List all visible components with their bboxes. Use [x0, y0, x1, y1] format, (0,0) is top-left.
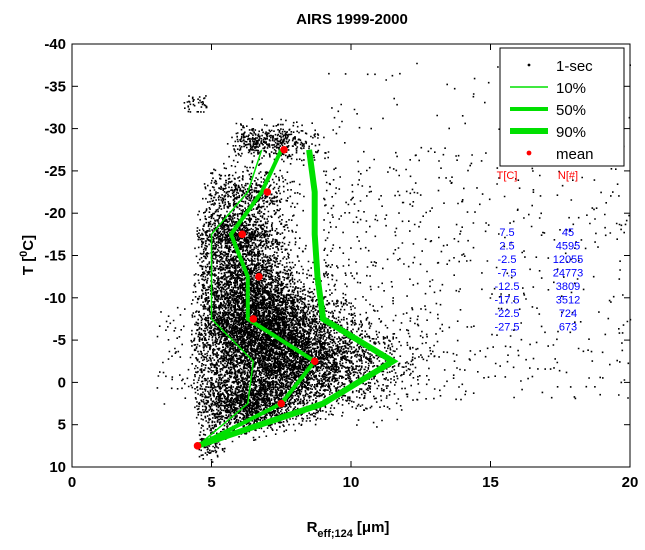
legend-label: 1-sec — [556, 58, 593, 75]
legend: 1-sec 10% 50% 90% mean — [499, 47, 625, 167]
x-tick-label: 15 — [482, 474, 499, 491]
table-cell-temperature: -12.5 — [494, 281, 519, 293]
table-header-temperature: T[C] — [497, 170, 518, 182]
y-tick-label: -25 — [44, 163, 66, 180]
table-cell-temperature: -27.5 — [494, 322, 519, 334]
mean-point — [255, 272, 263, 281]
x-axis-label-main: R — [307, 519, 318, 536]
table-cell-count: 673 — [559, 322, 577, 334]
y-tick-label: -20 — [44, 205, 66, 222]
table-cell-count: 24773 — [553, 268, 584, 280]
mean-point — [310, 357, 319, 366]
scatter-dots-1-sec — [156, 53, 632, 463]
x-tick-label: 5 — [207, 474, 215, 491]
mean-point — [280, 145, 288, 154]
x-tick-label: 10 — [343, 474, 360, 491]
y-tick-label: -35 — [44, 78, 66, 95]
table-cell-temperature: -7.5 — [498, 268, 517, 280]
table-cell-count: 724 — [559, 308, 577, 320]
mean-point — [193, 442, 202, 450]
x-tick-label: 20 — [622, 474, 639, 491]
x-tick-label: 0 — [68, 474, 76, 491]
table-cell-temperature: 2.5 — [499, 241, 514, 253]
y-axis-label-end: C] — [20, 235, 37, 251]
legend-item: 50% — [510, 102, 586, 119]
mean-point — [238, 230, 246, 239]
legend-item: 10% — [510, 80, 586, 97]
legend-dot-swatch — [527, 63, 531, 67]
x-axis-label-unit: [μm] — [357, 519, 390, 536]
line-series-90pct — [196, 149, 399, 449]
table-cell-temperature: 7.5 — [499, 227, 514, 239]
x-axis-label: Reff;124 [μm] — [307, 519, 390, 540]
table-cell-temperature: -2.5 — [498, 254, 517, 266]
y-tick-label: -5 — [53, 332, 66, 349]
mean-point — [249, 315, 258, 323]
x-axis-label-subscript: eff;124 — [317, 528, 353, 540]
legend-dot-swatch — [526, 150, 532, 156]
y-tick-label: 10 — [49, 459, 66, 476]
line-series-10pct — [197, 149, 263, 447]
count-table: T[C] N[#] 7.5 45 2.5 4595 -2.5 12055 -7.5 24773 -1… — [494, 170, 583, 334]
y-tick-label: -30 — [44, 121, 66, 138]
y-tick-label: -40 — [44, 36, 66, 53]
table-cell-count: 3809 — [556, 281, 580, 293]
table-cell-count: 45 — [562, 227, 574, 239]
table-cell-temperature: -17.5 — [494, 295, 519, 307]
axis-ticks: 0 5 10 15 20 -40 -35 -30 -25 -20 -15 -10 -5 0 5 10 — [44, 36, 638, 491]
y-tick-label: 5 — [58, 417, 66, 434]
mean-points — [193, 145, 319, 450]
legend-item: 90% — [510, 124, 586, 141]
legend-item: 1-sec — [527, 58, 593, 75]
y-axis-label-main: T [ — [20, 257, 37, 275]
legend-item: mean — [526, 146, 594, 163]
table-cell-count: 12055 — [553, 254, 584, 266]
percentile-lines — [196, 148, 399, 449]
y-axis-label-superscript: 0 — [18, 251, 30, 257]
legend-label: 50% — [556, 102, 586, 119]
y-axis-label: T [0C] — [18, 235, 37, 275]
y-tick-label: -15 — [44, 248, 66, 265]
table-cell-count: 3512 — [556, 295, 580, 307]
mean-point — [263, 188, 272, 196]
legend-label: mean — [556, 146, 594, 163]
legend-label: 10% — [556, 80, 586, 97]
line-series-50pct — [196, 148, 318, 448]
table-cell-count: 4595 — [556, 241, 580, 253]
legend-label: 90% — [556, 124, 586, 141]
table-header-count: N[#] — [558, 170, 578, 182]
mean-point — [277, 399, 286, 408]
chart-title: AIRS 1999-2000 — [296, 11, 408, 28]
scatter-points-1-sec — [156, 53, 632, 463]
table-cell-temperature: -22.5 — [494, 308, 519, 320]
y-tick-label: 0 — [58, 374, 66, 391]
y-tick-label: -10 — [44, 290, 66, 307]
